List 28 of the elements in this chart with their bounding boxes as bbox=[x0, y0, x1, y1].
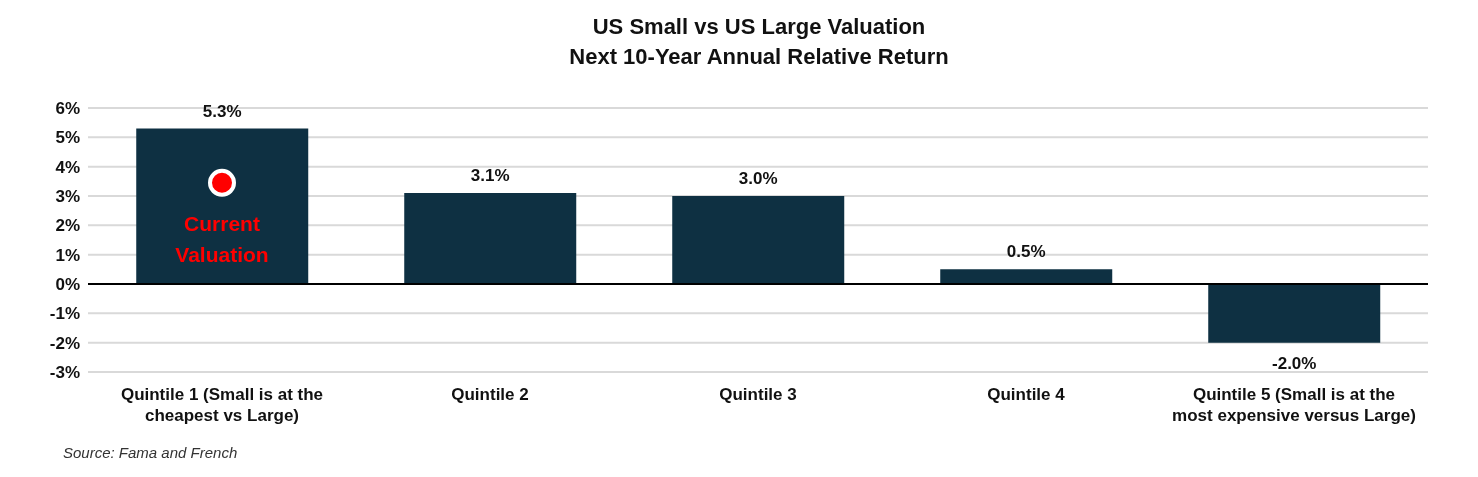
data-label: -2.0% bbox=[1272, 353, 1317, 373]
y-tick-label: 6% bbox=[55, 99, 80, 119]
y-tick-label: 0% bbox=[55, 275, 80, 295]
data-label: 3.1% bbox=[470, 166, 510, 186]
annotation: Current Valuation bbox=[175, 211, 269, 266]
x-tick-label: Quintile 3 bbox=[719, 385, 797, 404]
y-tick-label: -3% bbox=[49, 363, 80, 383]
data-label: 3.0% bbox=[738, 169, 778, 188]
bar bbox=[404, 193, 577, 284]
bar bbox=[672, 196, 845, 284]
y-tick-label: 3% bbox=[55, 187, 80, 207]
bar bbox=[1208, 284, 1381, 343]
x-tick-label: Quintile 5 (Small is at the most expensive versus Large) bbox=[1172, 385, 1416, 425]
y-tick-label: 5% bbox=[55, 128, 80, 148]
y-tick-label: 2% bbox=[55, 216, 80, 236]
bar bbox=[136, 128, 309, 284]
y-tick-label: -2% bbox=[49, 333, 80, 353]
x-tick-label: Quintile 1 (Small is at the cheapest vs Large) bbox=[120, 385, 324, 425]
bar bbox=[940, 269, 1113, 284]
data-label: 0.5% bbox=[1006, 242, 1046, 262]
y-tick-label: -1% bbox=[49, 304, 80, 324]
y-tick-label: 4% bbox=[55, 157, 80, 177]
data-label: 5.3% bbox=[202, 101, 242, 121]
x-tick-label: Quintile 4 bbox=[987, 385, 1066, 404]
x-tick-label: Quintile 2 bbox=[451, 385, 529, 404]
y-tick-label: 1% bbox=[55, 245, 80, 265]
source-note: Source: Fama and French bbox=[62, 444, 239, 461]
chart-title: US Small vs US Large Valuation Next 10-Year Annual Relative Return bbox=[568, 13, 950, 71]
